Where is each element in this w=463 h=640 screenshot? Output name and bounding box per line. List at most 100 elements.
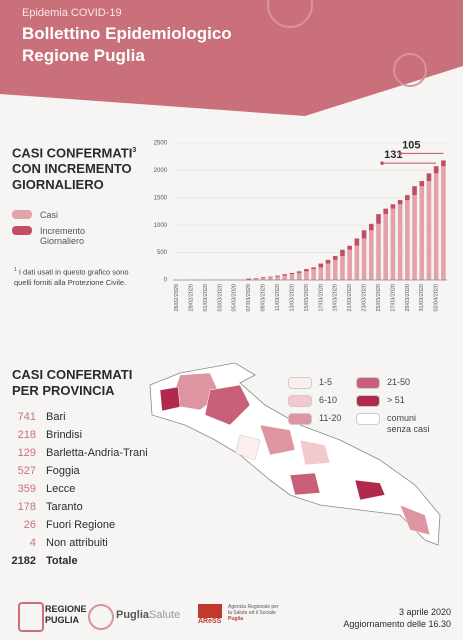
area — [259, 424, 296, 456]
bar-segment — [268, 276, 273, 278]
logo-text: Puglia — [228, 616, 244, 622]
province-row: 178 Taranto — [0, 498, 148, 516]
bar-segment — [441, 160, 446, 167]
bar-segment — [376, 223, 381, 280]
annotation: 131 — [384, 149, 402, 161]
province-name: Non attribuiti — [46, 537, 108, 549]
title-line: GIORNALIERO — [12, 177, 104, 193]
bar-segment — [347, 245, 352, 250]
bar-segment — [332, 256, 338, 260]
logo-text: Salute — [149, 609, 181, 621]
chart-title: CASI CONFERMATI3 CON INCREMENTO GIORNALI… — [12, 143, 136, 193]
bar-segment — [289, 274, 295, 280]
map-legend-swatch — [356, 377, 380, 389]
province-name: Brindisi — [46, 429, 83, 441]
bar-segment — [296, 272, 302, 280]
logo-text: Agenzia Regionale per la Salute ed il So… — [228, 604, 279, 616]
bar-segment — [275, 276, 280, 280]
header-title: Bollettino Epidemiologico — [22, 24, 232, 43]
chart-note: 1 I dati usati in questo grafico sono qu… — [14, 265, 139, 288]
chart: 0 500 1000 1500 2000 2500 26/02/2020 28/02/2020… — [154, 139, 447, 312]
map-legend-swatch — [288, 395, 312, 407]
legend-label: Casi — [40, 210, 59, 220]
bar-segment — [390, 208, 396, 280]
map-legend-entry: 21-50 — [356, 377, 442, 389]
bar-segment — [383, 208, 389, 215]
area — [159, 386, 181, 412]
annotation-dot — [398, 151, 402, 156]
province-name: Bari — [46, 411, 66, 423]
bar-segment — [332, 259, 338, 280]
bar-segment — [361, 238, 367, 280]
header-band — [0, 0, 463, 116]
virus-icon — [393, 53, 427, 87]
x-tick-label: 09/03/2020 — [261, 284, 267, 312]
province-value: 4 — [29, 537, 36, 549]
province-name: Totale — [46, 555, 78, 567]
bar-segment — [325, 263, 331, 280]
bar-segment — [376, 214, 381, 224]
map-legend-entry: 6-10 — [288, 395, 374, 407]
province-row: 527 Foggia — [0, 462, 148, 480]
bar-segment — [311, 267, 316, 270]
aress-logo: AReSS — [198, 604, 222, 625]
x-tick-label: 03/03/2020 — [217, 284, 223, 312]
x-tick-label: 21/03/2020 — [347, 284, 353, 312]
province-name: Lecce — [46, 483, 76, 495]
bar-segment — [426, 173, 432, 182]
logo-shape — [198, 604, 222, 618]
bar-segment — [397, 204, 403, 280]
x-tick-label: 31/03/2020 — [419, 284, 425, 312]
x-tick-label: 13/03/2020 — [289, 284, 295, 312]
title-line: CASI CONFERMATI — [12, 145, 133, 161]
province-name: Taranto — [46, 501, 83, 513]
map-legend-swatch — [356, 413, 380, 425]
region-name: REGIONE PUGLIA — [45, 604, 87, 626]
province-row: 2182 Totale — [0, 552, 148, 570]
bar-segment — [354, 238, 360, 246]
logo-text: REGIONE — [45, 604, 87, 614]
province-row: 26 Fuori Regione — [0, 516, 148, 534]
logo-text: PUGLIA — [45, 615, 80, 625]
area — [289, 472, 321, 496]
bar-segment — [361, 230, 367, 239]
province-name: Barletta-Andria-Trani — [46, 447, 148, 459]
bar-segment — [268, 277, 273, 280]
ps-name: PugliaSalute — [116, 609, 180, 621]
bar-segment — [340, 256, 345, 280]
map-legend-entry: 11-20 — [288, 413, 374, 425]
x-tick-label: 25/03/2020 — [376, 284, 382, 312]
x-tick-label: 07/03/2020 — [246, 284, 252, 312]
legend-label: Incremento Giornaliero — [40, 226, 86, 246]
legend-entry: Casi — [12, 210, 100, 220]
x-tick-label: 28/02/2020 — [188, 284, 194, 312]
map-legend-entry: 1-5 — [288, 377, 374, 389]
y-tick-label: 0 — [164, 278, 168, 284]
logo-text: AReSS — [198, 618, 222, 625]
bar-segment — [441, 166, 446, 280]
y-tick-label: 2500 — [154, 141, 168, 147]
area — [204, 384, 251, 426]
header-shape — [0, 0, 463, 116]
bar-segment — [433, 173, 439, 280]
map-legend-swatch — [288, 413, 312, 425]
bar-segment — [397, 200, 403, 205]
bar-segment — [318, 263, 324, 268]
note-text: I dati usati in questo grafico sono quel… — [14, 267, 129, 287]
province-value: 359 — [17, 483, 36, 495]
bar-segment — [289, 272, 295, 275]
bar-segment — [412, 195, 417, 280]
header-title: Regione Puglia — [22, 46, 145, 65]
x-tick-label: 19/03/2020 — [333, 284, 339, 312]
virus-icon — [267, 0, 313, 28]
bar-segment — [368, 230, 374, 280]
map-legend-label: comuni senza casi — [387, 413, 430, 434]
y-tick-label: 2000 — [154, 168, 168, 174]
area — [354, 479, 386, 501]
area — [399, 504, 431, 536]
update-time: Aggiornamento delle 16.30 — [343, 619, 451, 629]
annotation-dot — [380, 161, 384, 165]
province-row: 129 Barletta-Andria-Trani — [0, 444, 148, 462]
province-value: 741 — [17, 411, 36, 423]
region-logo — [18, 602, 44, 632]
